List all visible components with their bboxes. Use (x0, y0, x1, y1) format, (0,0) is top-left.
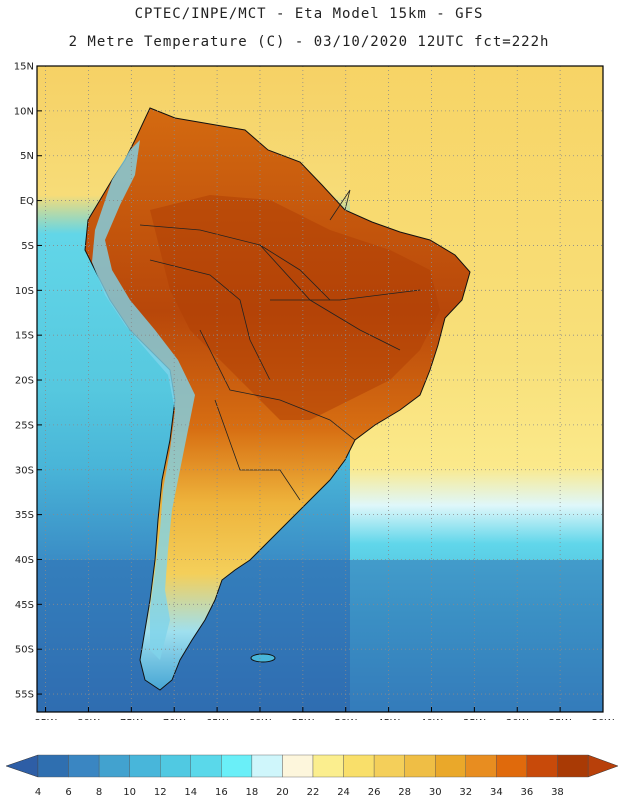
lat-label: 35S (15, 510, 34, 521)
colorbar-above-arrow (587, 754, 618, 778)
colorbar-box (98, 754, 130, 778)
lon-label: 70W (163, 718, 186, 720)
lat-label: 45S (15, 600, 34, 611)
lon-label: 40W (420, 718, 443, 720)
colorbar-labels: 4 6 8 10 12 14 16 18 20 22 24 26 28 30 32 34 36 38 (35, 787, 564, 798)
colorbar-level-label: 30 (429, 787, 442, 798)
lon-label: 35W (463, 718, 486, 720)
colorbar-level-label: 6 (65, 787, 71, 798)
andes-mountains (92, 140, 195, 660)
lat-label: 10N (14, 106, 34, 117)
colorbar-box (373, 754, 405, 778)
lat-label: 5S (21, 241, 34, 252)
colorbar-level-label: 24 (337, 787, 350, 798)
colorbar-box (526, 754, 558, 778)
lon-label: 80W (77, 718, 100, 720)
colorbar-box (68, 754, 100, 778)
map-title-line1: CPTEC/INPE/MCT - Eta Model 15km - GFS (134, 6, 484, 22)
colorbar-level-label: 32 (459, 787, 472, 798)
colorbar-level-label: 16 (215, 787, 228, 798)
colorbar-box (190, 754, 222, 778)
lat-label: 5N (20, 151, 34, 162)
lon-label: 45W (377, 718, 400, 720)
longitude-labels: 85W 80W 75W 70W 65W 60W 55W 50W 45W 40W 35W 30W 25W 2… (34, 707, 614, 720)
lat-label: 30S (15, 465, 34, 476)
lon-label: 50W (334, 718, 357, 720)
colorbar-level-label: 8 (96, 787, 102, 798)
colorbar-level-label: 26 (368, 787, 381, 798)
colorbar-box (312, 754, 344, 778)
colorbar-level-label: 36 (521, 787, 534, 798)
colorbar-box (251, 754, 283, 778)
latitude-labels: 15N 10N 5N EQ 5S 10S 15S 20S 25S 30S 35S 40S 45S 50S 5… (14, 62, 42, 701)
colorbar-box (435, 754, 466, 778)
lon-label: 55W (292, 718, 315, 720)
colorbar-boxes (5, 754, 618, 778)
colorbar-box (282, 754, 314, 778)
lat-label: 40S (15, 555, 34, 566)
colorbar-level-label: 38 (551, 787, 564, 798)
colorbar-box (496, 754, 528, 778)
lon-label: 65W (206, 718, 229, 720)
lon-label: 25W (549, 718, 572, 720)
lat-label: 20S (15, 376, 34, 387)
lat-label: 25S (15, 420, 34, 431)
colorbar-level-label: 4 (35, 787, 41, 798)
lon-label: 85W (34, 718, 57, 720)
amazon-hot-zone (150, 195, 440, 420)
lon-label: 30W (506, 718, 529, 720)
colorbar-box (343, 754, 375, 778)
lon-label: 20W (592, 718, 615, 720)
colorbar-box (160, 754, 191, 778)
lat-label: 50S (15, 645, 34, 656)
lat-label: 15S (15, 331, 34, 342)
colorbar-box (37, 754, 69, 778)
colorbar-level-label: 18 (246, 787, 259, 798)
lat-label: 55S (15, 690, 34, 701)
map-frame-group: 15N 10N 5N EQ 5S 10S 15S 20S 25S 30S 35S 40S 45S 50S 5… (14, 62, 615, 721)
lat-label: EQ (20, 196, 34, 207)
colorbar-box (557, 754, 589, 778)
colorbar-level-label: 20 (276, 787, 289, 798)
lat-label: 10S (15, 286, 34, 297)
colorbar-box (129, 754, 161, 778)
colorbar-level-label: 34 (490, 787, 503, 798)
colorbar-level-label: 28 (398, 787, 411, 798)
colorbar-box (404, 754, 436, 778)
country-borders (139, 189, 421, 501)
colorbar-level-label: 22 (307, 787, 320, 798)
colorbar-box (221, 754, 253, 778)
lon-label: 60W (249, 718, 272, 720)
map-title-line2: 2 Metre Temperature (C) - 03/10/2020 12U… (68, 34, 550, 50)
lat-label: 15N (14, 62, 34, 73)
falkland-islands (250, 653, 276, 663)
temperature-map: 15N 10N 5N EQ 5S 10S 15S 20S 25S 30S 35S 40S 45S 50S 5… (14, 62, 615, 721)
colorbar-box (465, 754, 497, 778)
lon-label: 75W (120, 718, 143, 720)
colorbar-below-arrow (5, 754, 39, 778)
map-border (36, 65, 604, 713)
colorbar-level-label: 12 (154, 787, 167, 798)
colorbar-level-label: 10 (123, 787, 136, 798)
colorbar-level-label: 14 (184, 787, 197, 798)
